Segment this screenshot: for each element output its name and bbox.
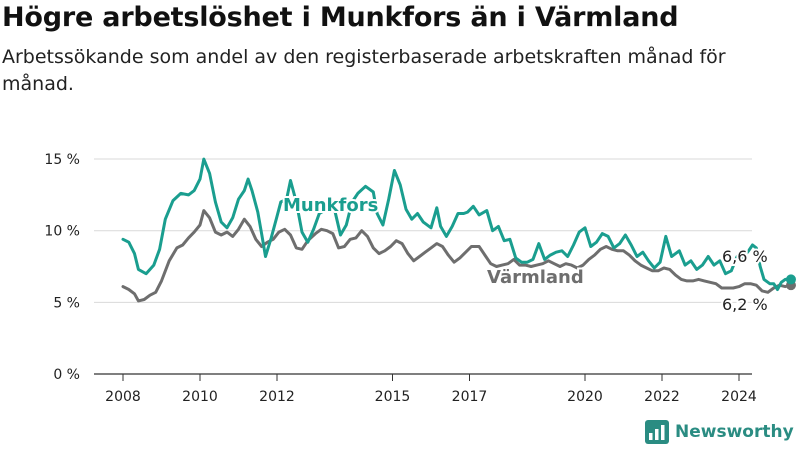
x-tick-label: 2010 <box>182 389 218 405</box>
end-value-label-varmland: 6,2 % <box>722 295 768 314</box>
y-tick-label: 0 % <box>53 367 80 383</box>
series-labels: Munkfors Värmland 6,6 % 6,2 % <box>281 193 770 316</box>
y-tick-label: 10 % <box>44 224 80 240</box>
y-axis-ticks: 0 % 5 % 10 % 15 % <box>44 152 80 383</box>
y-tick-label: 5 % <box>53 295 80 311</box>
x-tick-label: 2020 <box>567 389 603 405</box>
chart-subtitle: Arbetssökande som andel av den registerb… <box>2 46 726 95</box>
brand-name: Newsworthy <box>675 422 794 442</box>
chart-title: Högre arbetslöshet i Munkfors än i Värml… <box>2 2 679 33</box>
y-tick-label: 15 % <box>44 152 80 168</box>
end-value-label-munkfors: 6,6 % <box>722 247 768 266</box>
bar-chart-icon <box>645 420 669 444</box>
x-tick-label: 2024 <box>721 389 757 405</box>
x-tick-label: 2022 <box>644 389 680 405</box>
series-line-munkfors <box>121 157 793 291</box>
x-tick-label: 2017 <box>452 389 488 405</box>
series-label-varmland: Värmland <box>487 267 584 288</box>
x-axis-ticks: 2008 2010 2012 2015 2017 2020 2022 2024 <box>105 374 757 405</box>
series-label-munkfors: Munkfors <box>283 195 378 216</box>
series-line-varmland <box>121 209 793 303</box>
x-tick-label: 2015 <box>375 389 411 405</box>
series-lines <box>121 157 796 303</box>
series-end-point-munkfors <box>785 274 796 285</box>
newsworthy-logo: Newsworthy <box>645 420 794 444</box>
x-tick-label: 2012 <box>259 389 295 405</box>
x-tick-label: 2008 <box>105 389 141 405</box>
